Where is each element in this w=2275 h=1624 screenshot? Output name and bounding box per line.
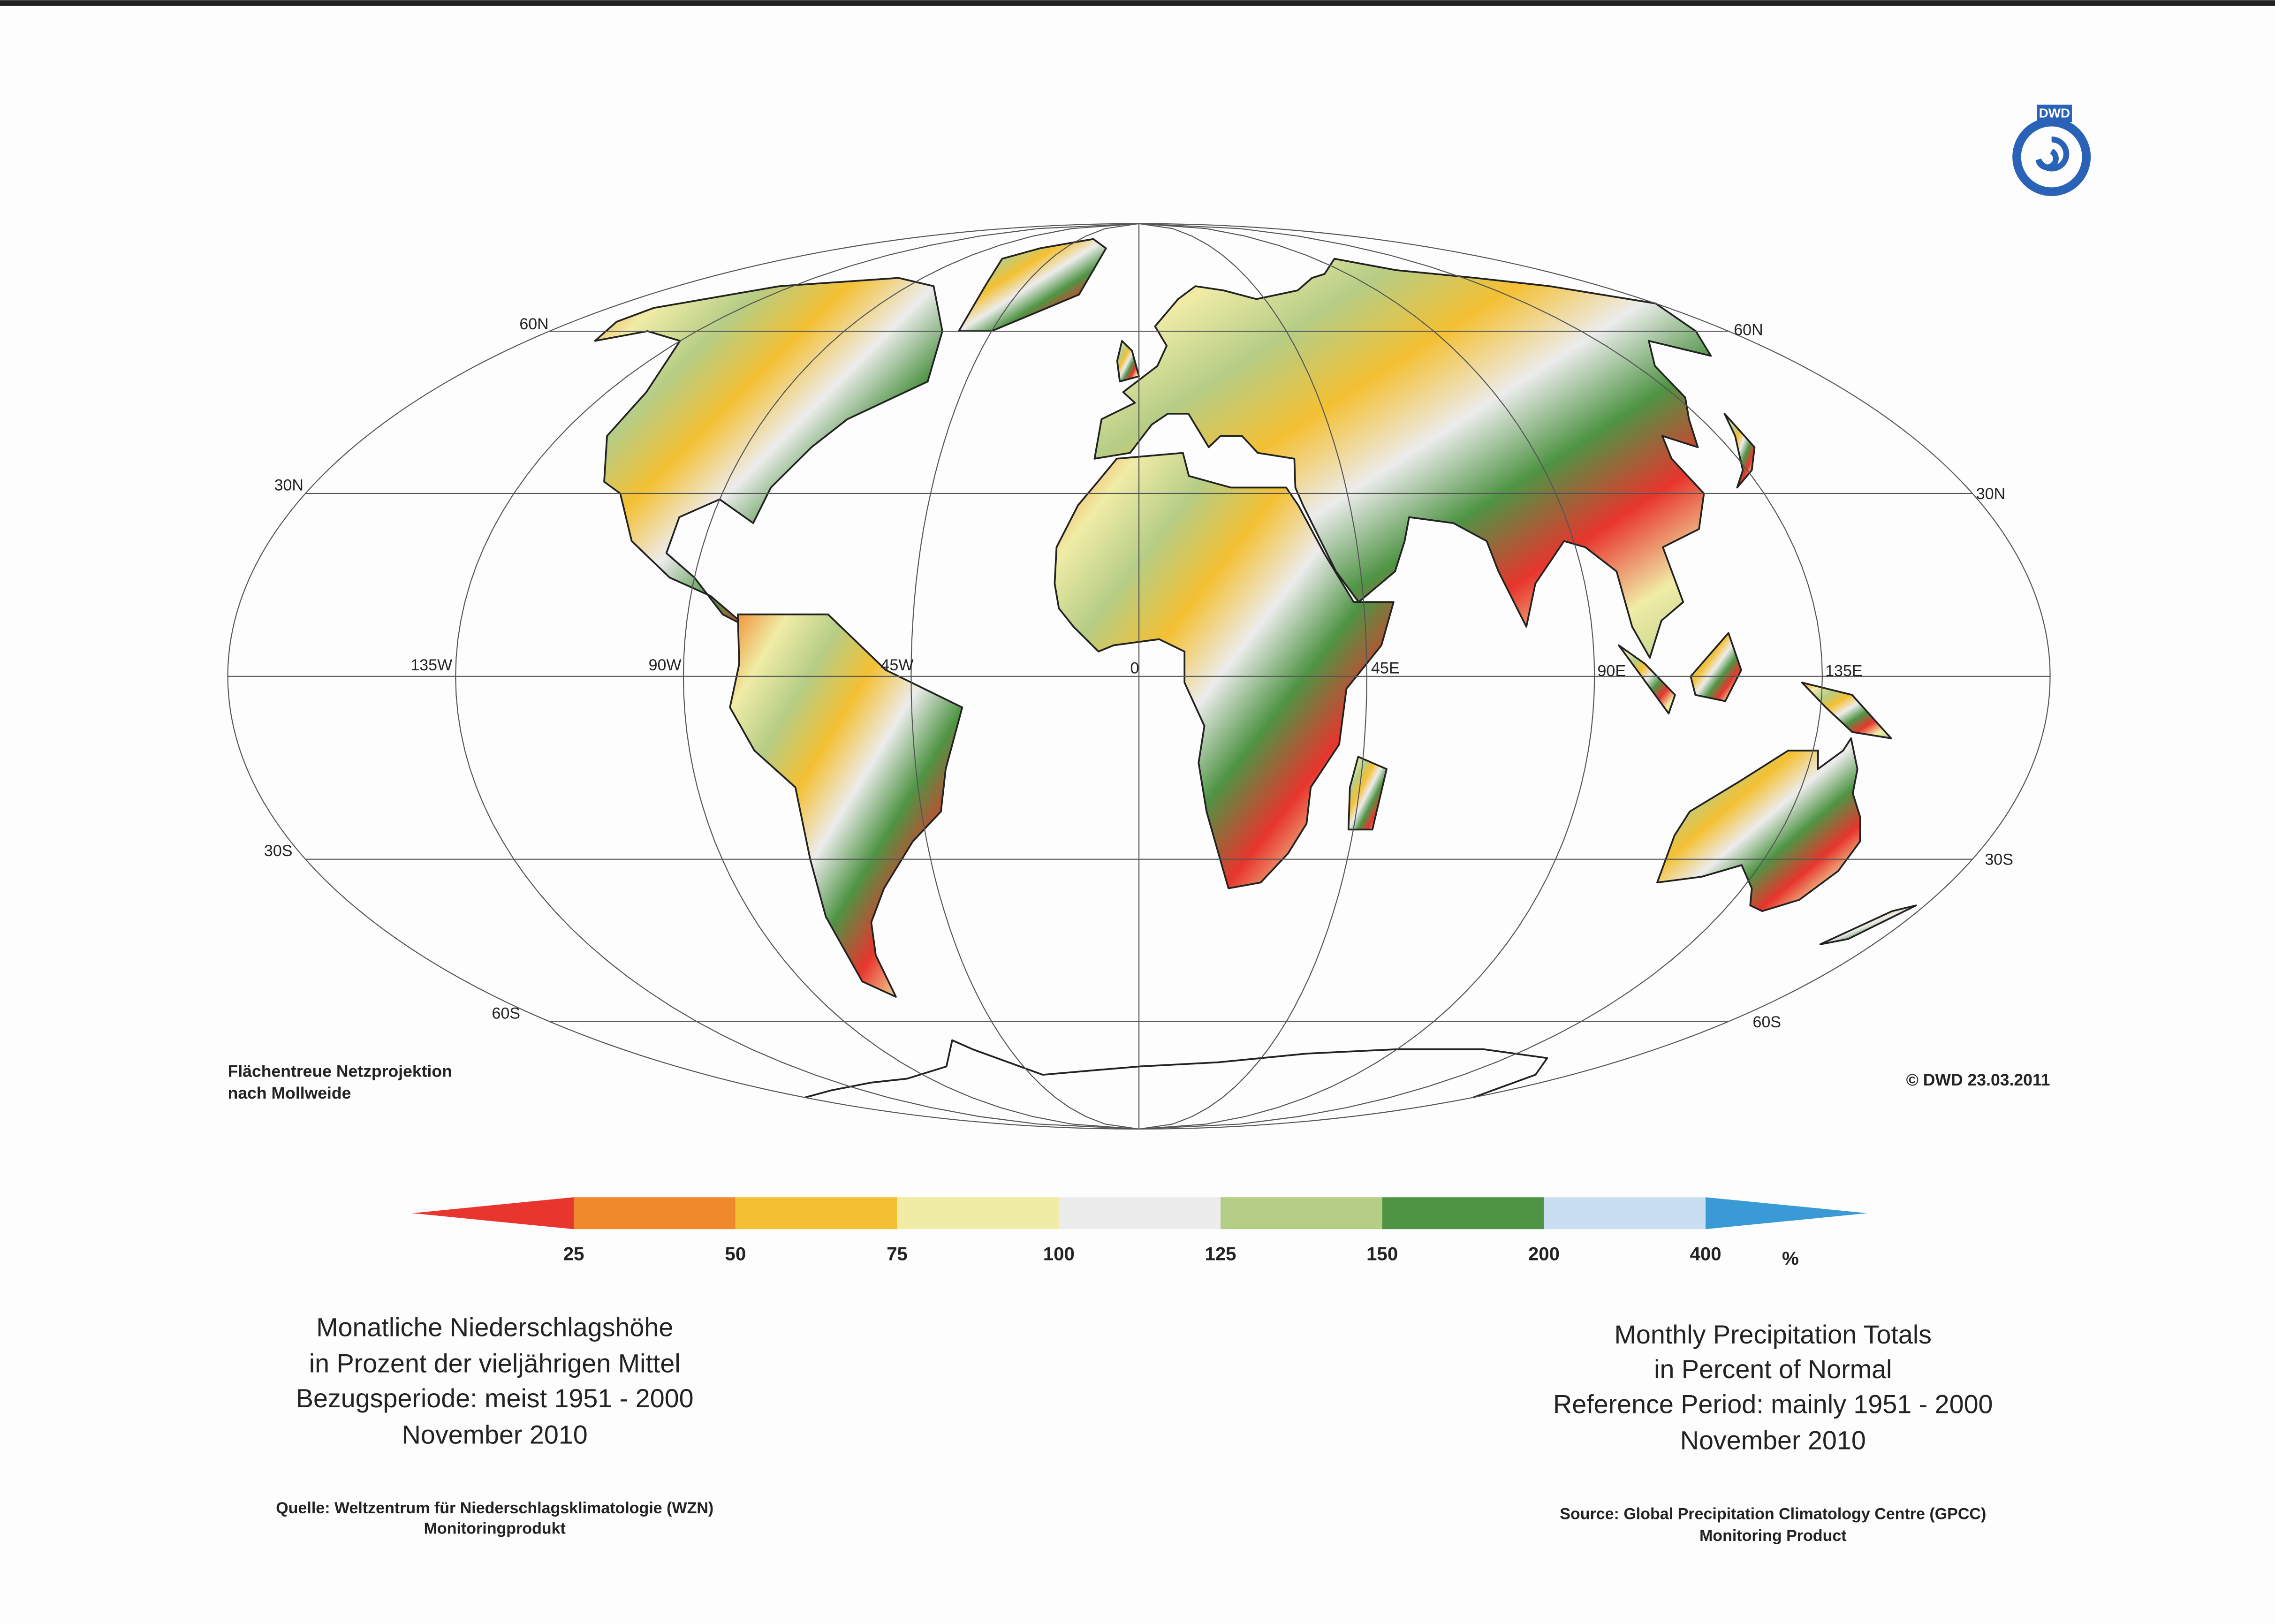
dwd-logo: DWD — [2012, 105, 2091, 196]
land — [1656, 737, 1861, 912]
logo-box — [2037, 105, 2072, 122]
legend-tick-label: 75 — [887, 1244, 908, 1265]
source-en: Source: Global Precipitation Climatology… — [1560, 1505, 1986, 1523]
graticule-label: 30S — [1985, 851, 2013, 869]
copyright: © DWD 23.03.2011 — [1906, 1070, 2050, 1089]
source-de: Quelle: Weltzentrum für Niederschlagskli… — [276, 1499, 713, 1517]
land — [958, 238, 1107, 332]
land — [1801, 682, 1892, 739]
graticule-label: 135W — [410, 656, 452, 674]
land — [1618, 644, 1676, 714]
title-en: Reference Period: mainly 1951 - 2000 — [1553, 1389, 1993, 1419]
legend-tick-label: 200 — [1528, 1244, 1560, 1265]
legend-tick-label: 100 — [1043, 1244, 1075, 1265]
graticule-label: 60S — [492, 1004, 521, 1022]
legend-tick-label: 150 — [1366, 1244, 1398, 1265]
legend: 25 50 75 100 125 150 200 400% — [412, 1197, 1867, 1269]
logo-text: DWD — [2039, 106, 2070, 121]
meridian — [455, 223, 1139, 1130]
legend-swatch — [412, 1197, 574, 1229]
legend-swatch — [1382, 1197, 1544, 1229]
graticule-label: 30S — [264, 842, 293, 860]
legend-tick-label: 400 — [1690, 1244, 1721, 1265]
land — [594, 277, 943, 628]
legend-tick-label: 50 — [725, 1244, 746, 1265]
legend-swatch — [574, 1197, 736, 1229]
antarctica — [804, 1039, 1548, 1099]
source-en: Monitoring Product — [1699, 1527, 1847, 1545]
land — [1116, 340, 1140, 383]
projection-note: nach Mollweide — [228, 1084, 351, 1102]
graticule-label: 90E — [1598, 662, 1626, 680]
graticule-label: 0 — [1130, 659, 1139, 677]
graticule-label: 90W — [649, 656, 682, 674]
meridian — [1138, 223, 1367, 1130]
legend-swatch — [735, 1197, 897, 1229]
graticule-label: 45W — [881, 656, 914, 674]
map: 60N 60N 30N 30N 135W 90W 45W 0 45E 90E 135E 30S 30S 6… — [227, 223, 2051, 1130]
land — [729, 613, 963, 998]
meridian — [910, 223, 1139, 1130]
source-de: Monitoringprodukt — [424, 1520, 566, 1538]
land — [1347, 756, 1388, 831]
meridian — [1139, 223, 1823, 1130]
legend-swatch — [1220, 1197, 1382, 1229]
title-de: in Prozent der vieljährigen Mittel — [309, 1349, 681, 1378]
legend-unit: % — [1782, 1248, 1799, 1269]
land — [1690, 632, 1742, 702]
graticule-label: 45E — [1371, 659, 1400, 677]
legend-swatch — [1706, 1197, 1867, 1229]
top-edge — [0, 0, 2275, 6]
graticule-label: 60S — [1752, 1013, 1781, 1031]
land — [1819, 904, 1917, 945]
graticule-label: 30N — [274, 477, 303, 494]
logo-ring — [2012, 117, 2091, 196]
logo-swirl — [2035, 137, 2070, 172]
graticule-label: 60N — [1734, 321, 1763, 339]
title-en: November 2010 — [1680, 1426, 1866, 1455]
title-en: Monthly Precipitation Totals — [1615, 1320, 1932, 1349]
title-en: in Percent of Normal — [1654, 1355, 1892, 1384]
projection-note: Flächentreue Netzprojektion — [228, 1062, 452, 1081]
legend-swatch — [897, 1197, 1059, 1229]
legend-swatch — [1059, 1197, 1221, 1229]
legend-tick-label: 125 — [1205, 1244, 1236, 1265]
land — [1723, 413, 1756, 489]
graticule-label: 60N — [519, 315, 548, 333]
meridian — [682, 223, 1139, 1130]
legend-tick-label: 25 — [563, 1244, 584, 1265]
graticule-label: 135E — [1825, 662, 1862, 680]
legend-swatch — [1544, 1197, 1706, 1229]
meridian — [1139, 223, 1595, 1130]
title-de: November 2010 — [402, 1420, 588, 1449]
graticule-label: 30N — [1976, 485, 2005, 503]
title-de: Monatliche Niederschlagshöhe — [316, 1313, 673, 1342]
title-de: Bezugsperiode: meist 1951 - 2000 — [296, 1384, 694, 1413]
land — [1093, 258, 1712, 659]
